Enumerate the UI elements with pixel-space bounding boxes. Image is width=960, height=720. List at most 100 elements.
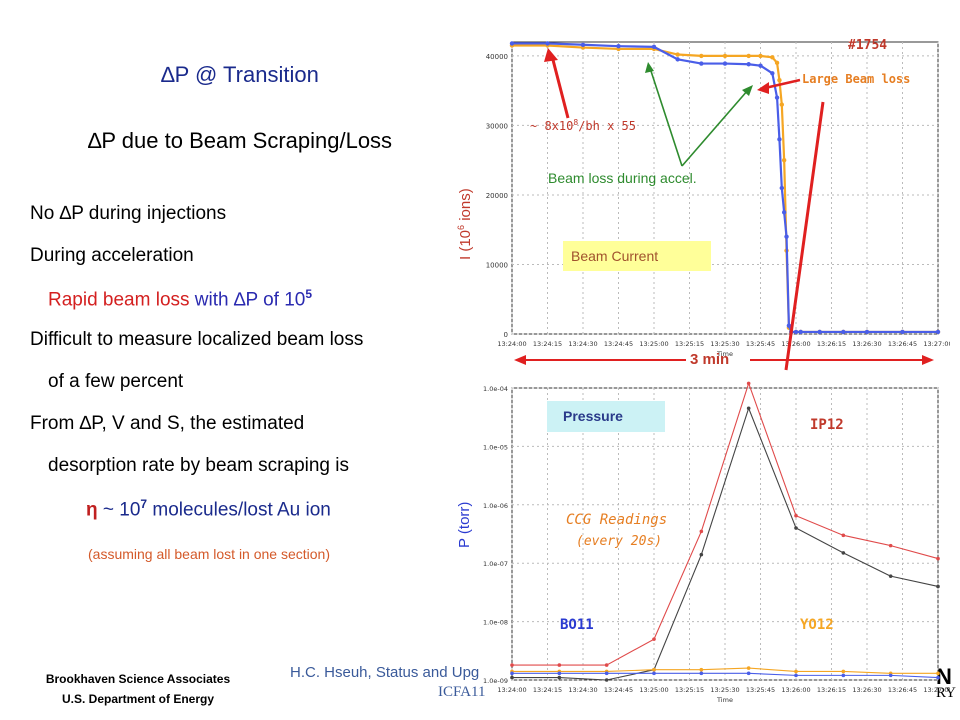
data-point-BO11 (604, 678, 609, 682)
data-point-IP12 (888, 543, 893, 548)
y-tick-label: 1.0e-05 (483, 443, 508, 451)
data-point-blue (817, 329, 822, 335)
data-point-IP12 (841, 533, 846, 538)
bullet-injections: No ∆P during injections (30, 203, 227, 224)
pressure-label: Pressure (547, 401, 665, 432)
data-point-YO12 (746, 666, 751, 670)
data-point-blue (616, 43, 621, 49)
green-arrow-head-1 (645, 62, 654, 73)
x-tick-label: 13:26:00 (781, 686, 810, 694)
x-tick-label: 13:24:30 (568, 686, 597, 694)
data-point-BO11 (888, 574, 893, 578)
data-point-orange (722, 53, 728, 59)
data-point-blue (798, 329, 803, 335)
data-point-orange (781, 157, 787, 163)
data-point-orange (758, 53, 763, 59)
x-axis-title: Time (716, 696, 733, 704)
data-point-blue (784, 234, 789, 239)
logo-ry: RY (936, 685, 957, 701)
x-tick-label: 13:24:30 (568, 340, 597, 348)
data-point-BO11 (699, 552, 704, 557)
per-bunch-b: /bh x 55 (578, 119, 636, 133)
beam-current-label: Beam Current (563, 241, 711, 271)
data-point-IP12 (936, 556, 940, 561)
bullet-from-dp: From ∆P, V and S, the estimated (30, 413, 305, 434)
x-tick-label: 13:24:15 (533, 686, 562, 694)
loss-arrow-line (764, 78, 801, 90)
slide-subtitle: ∆P due to Beam Scraping/Loss (87, 128, 393, 153)
large-beam-loss-label: Large Beam loss (802, 72, 911, 86)
y-tick-label: 1.0e-04 (483, 385, 508, 393)
x-axis-title: Time (716, 350, 733, 358)
x-tick-label: 13:25:15 (675, 686, 704, 694)
data-point-YO12 (699, 667, 704, 672)
series-line-YO12 (512, 667, 938, 674)
data-point-BO11 (557, 675, 562, 680)
data-point-blue (779, 185, 784, 191)
green-arrow-head-2 (742, 85, 753, 96)
y-tick-label: 1.0e-08 (483, 619, 508, 627)
data-point-blue (758, 63, 763, 68)
beam-current-chart: 0 10000 20000 30000 40000 13:24:00 13:24:15 13:… (486, 41, 950, 371)
data-point-IP12 (652, 637, 656, 641)
data-point-orange (675, 52, 680, 57)
data-point-blue (777, 137, 782, 142)
x-tick-label: 13:26:15 (817, 340, 846, 348)
data-point-blue (770, 71, 775, 76)
shot-number: #1754 (848, 38, 888, 53)
data-point-orange (699, 53, 704, 59)
bullet-eta: η ~ 107 molecules/lost Au ion (86, 497, 331, 521)
data-point-BO11 (746, 406, 751, 411)
data-point-blue (794, 673, 798, 678)
data-point-IP12 (510, 663, 514, 667)
data-point-IP12 (746, 381, 751, 386)
y-tick-label: 0 (504, 331, 508, 339)
data-point-orange (770, 55, 775, 60)
data-point-blue (580, 42, 586, 47)
data-point-blue (935, 329, 941, 335)
eta-exp: 7 (140, 497, 148, 511)
x-tick-label: 13:25:30 (710, 340, 739, 348)
x-tick-label: 13:27:00 (923, 686, 950, 694)
delta-p-exp: 5 (305, 287, 313, 301)
data-point-BO11 (936, 584, 940, 589)
data-point-blue (651, 44, 657, 50)
x-tick-label: 13:26:30 (852, 686, 881, 694)
data-point-orange (777, 78, 782, 83)
data-point-blue (699, 671, 704, 676)
y-tick-label: 1.0e-06 (483, 502, 508, 510)
red-arrow-head (544, 48, 558, 62)
current-axis-b: ions) (457, 188, 474, 225)
data-point-blue (557, 671, 562, 676)
data-point-blue (888, 673, 893, 678)
series-line-blue (512, 672, 939, 679)
data-point-blue (510, 671, 514, 676)
logo-n: N (936, 664, 952, 689)
eta-a: ~ 10 (97, 499, 141, 521)
every-20s-label: (every 20s) (576, 534, 663, 549)
data-point-blue (936, 675, 940, 680)
bo11-label: BO11 (560, 617, 594, 633)
y-tick-label: 1.0e-09 (483, 677, 508, 685)
data-point-IP12 (604, 663, 609, 667)
data-point-blue (841, 329, 846, 335)
data-point-blue (864, 329, 870, 335)
data-point-YO12 (652, 667, 656, 672)
green-arrow-line-1 (649, 67, 683, 167)
green-arrow-line-2 (681, 89, 749, 167)
data-point-blue (781, 210, 787, 215)
series-line-IP12 (512, 381, 939, 666)
x-tick-label: 13:25:45 (746, 340, 775, 348)
data-point-blue (774, 95, 780, 100)
x-tick-label: 13:25:45 (746, 686, 775, 694)
three-min-label: 3 min (690, 351, 730, 368)
y-tick-label: 20000 (486, 192, 508, 200)
data-point-blue (746, 62, 751, 67)
data-point-blue (722, 61, 728, 66)
x-tick-label: 13:25:00 (639, 686, 668, 694)
x-tick-label: 13:24:00 (497, 686, 526, 694)
data-point-YO12 (794, 669, 798, 674)
footer-conf: ICFA11 (438, 684, 486, 700)
data-point-blue (545, 41, 550, 46)
x-tick-label: 13:26:30 (852, 340, 881, 348)
